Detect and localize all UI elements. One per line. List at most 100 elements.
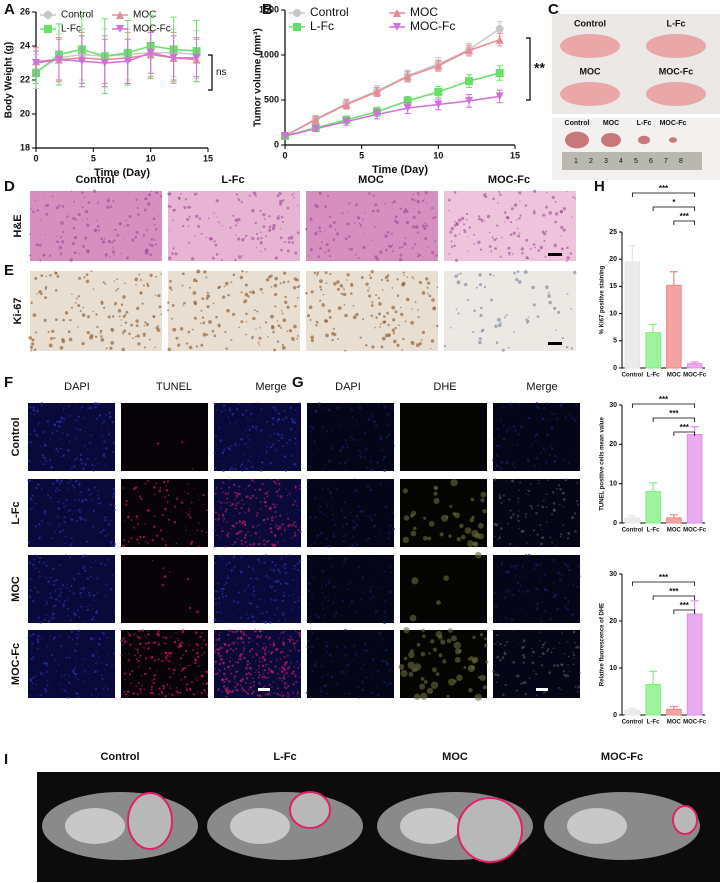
texture <box>299 530 303 533</box>
texture <box>241 542 244 545</box>
texture <box>222 588 225 591</box>
texture <box>232 649 235 652</box>
texture <box>58 204 61 207</box>
texture <box>387 537 390 540</box>
texture <box>366 466 369 469</box>
texture <box>449 504 453 508</box>
texture <box>218 654 220 656</box>
label: 24 <box>20 40 30 50</box>
texture <box>28 479 32 483</box>
texture <box>327 248 331 252</box>
texture <box>279 528 281 530</box>
texture <box>560 663 564 667</box>
texture <box>234 507 237 510</box>
texture <box>286 249 290 253</box>
texture <box>203 651 206 654</box>
texture <box>215 611 218 614</box>
texture <box>291 454 293 457</box>
texture <box>35 675 37 678</box>
texture <box>259 241 263 245</box>
texture <box>58 489 61 492</box>
texture <box>50 596 53 599</box>
texture <box>43 675 45 677</box>
texture <box>93 453 95 455</box>
label: MOC <box>667 373 682 379</box>
texture <box>153 693 155 695</box>
texture <box>94 406 97 409</box>
texture <box>524 513 528 516</box>
texture <box>88 594 91 597</box>
texture <box>85 540 89 543</box>
texture <box>191 467 194 470</box>
texture <box>270 598 273 601</box>
texture <box>296 661 299 663</box>
texture <box>75 510 78 512</box>
tumor-outline <box>672 805 698 835</box>
texture <box>273 613 276 616</box>
texture <box>29 233 32 236</box>
texture <box>292 642 296 645</box>
texture <box>353 222 356 225</box>
texture <box>57 515 59 517</box>
texture <box>269 527 273 530</box>
texture <box>281 556 284 559</box>
texture <box>566 293 569 296</box>
texture <box>191 649 194 652</box>
texture <box>32 409 36 412</box>
texture <box>287 236 291 240</box>
marker <box>281 132 289 140</box>
texture <box>463 223 466 226</box>
texture <box>357 439 359 441</box>
texture <box>144 636 147 638</box>
texture <box>346 273 350 277</box>
texture <box>306 506 309 509</box>
texture <box>255 425 258 428</box>
texture <box>144 523 147 525</box>
texture <box>55 206 59 210</box>
texture <box>363 591 365 594</box>
texture <box>265 522 267 524</box>
texture <box>483 285 487 289</box>
texture <box>394 326 397 330</box>
texture <box>450 327 452 329</box>
texture <box>226 649 229 652</box>
texture <box>282 199 285 202</box>
texture <box>250 577 253 580</box>
texture <box>357 423 360 426</box>
texture <box>529 505 532 508</box>
texture <box>403 242 407 246</box>
texture <box>321 430 323 433</box>
texture <box>546 402 549 405</box>
texture <box>358 222 361 225</box>
texture <box>104 534 107 537</box>
texture <box>264 685 266 687</box>
texture <box>232 312 236 316</box>
texture <box>235 521 238 525</box>
texture <box>374 424 378 427</box>
texture <box>469 517 475 523</box>
texture <box>40 292 43 296</box>
texture <box>272 224 276 228</box>
texture <box>348 428 350 430</box>
series-line <box>284 72 500 137</box>
texture <box>187 225 190 227</box>
texture <box>306 645 310 649</box>
texture <box>426 245 429 248</box>
texture <box>500 527 503 530</box>
texture <box>166 683 169 686</box>
texture <box>151 655 154 658</box>
texture <box>144 657 148 660</box>
texture <box>150 237 154 241</box>
texture <box>121 644 123 647</box>
texture <box>371 518 373 520</box>
texture <box>494 535 496 538</box>
label: Time (Day) <box>372 164 428 176</box>
label: L-Fc <box>637 120 652 127</box>
texture <box>238 485 241 488</box>
label: 20 <box>609 618 617 625</box>
texture <box>563 562 567 566</box>
texture <box>282 677 286 680</box>
texture <box>213 545 216 548</box>
texture <box>211 256 215 260</box>
texture <box>427 536 432 541</box>
